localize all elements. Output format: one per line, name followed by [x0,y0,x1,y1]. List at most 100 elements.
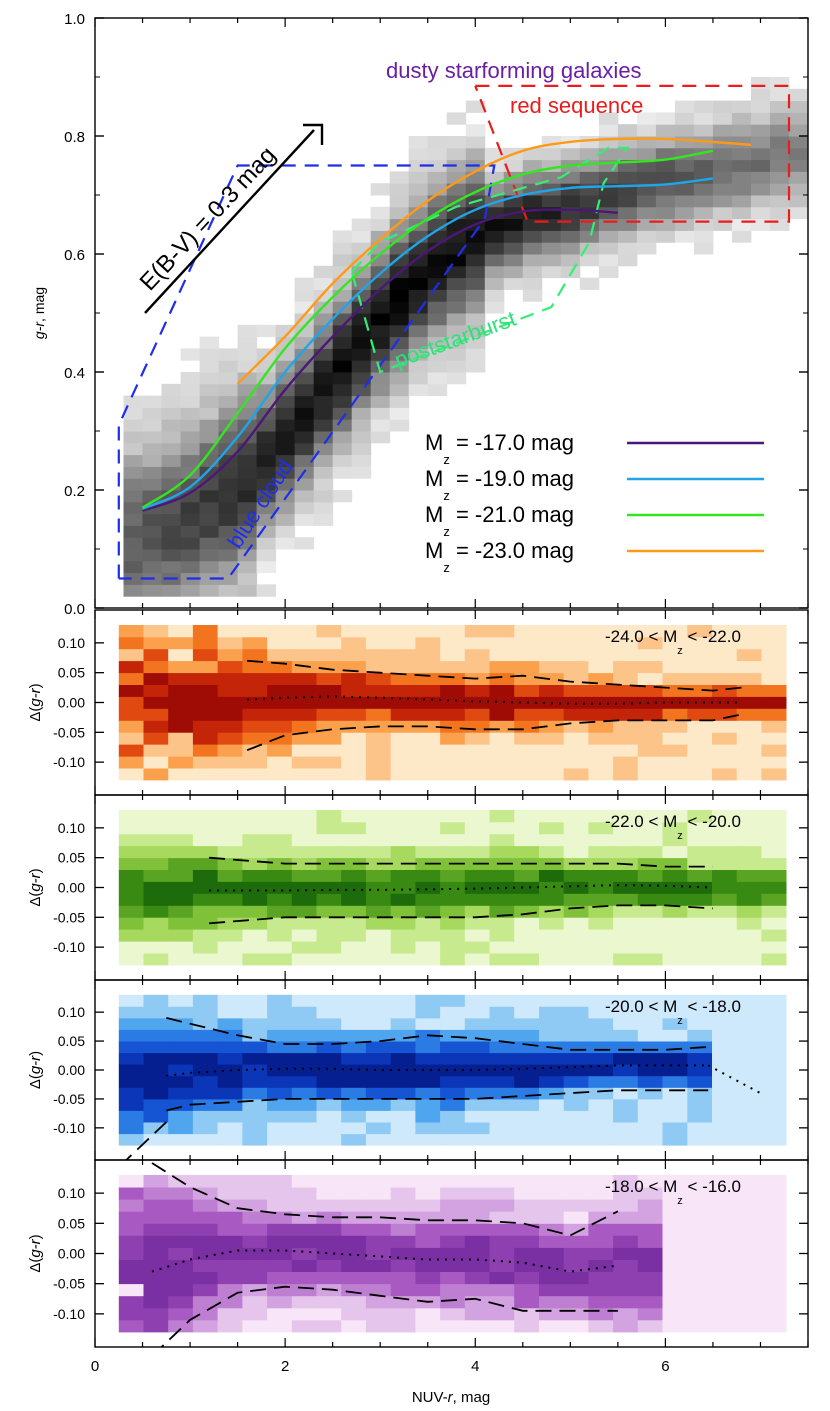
residual-bin [316,821,342,835]
residual-bin [118,660,144,674]
density-bin [294,277,315,290]
residual-bin [192,648,218,662]
residual-bin [637,1122,663,1135]
residual-bin [464,1052,490,1065]
residual-bin [267,672,293,685]
residual-bin [217,1223,243,1236]
residual-bin [588,1235,614,1248]
residual-bin [168,708,194,721]
residual-bin [267,905,293,918]
residual-bin [168,869,194,882]
residual-bin [440,905,466,918]
density-bin [218,395,239,408]
residual-bin [192,1029,218,1042]
density-bin [408,195,429,208]
density-bin [256,431,277,444]
residual-bin [365,1319,391,1333]
residual-bin [217,768,243,781]
residual-bin [267,732,293,745]
residual-bin [316,660,342,674]
residual-bin [440,941,466,954]
density-bin [579,147,600,161]
residual-bin [712,756,738,769]
density-bin [598,230,619,243]
residual-bin [440,756,466,769]
residual-bin [217,941,243,954]
residual-bin [563,1017,589,1030]
residual-bin [637,881,663,894]
residual-bin [662,1041,688,1054]
residual-bin [168,917,194,930]
residual-bin [118,732,144,745]
density-bin [256,490,277,503]
residual-bin [415,756,441,769]
poststarburst-region [350,146,630,374]
median-extension [707,1064,761,1095]
density-bin [294,407,315,420]
residual-bin [168,1319,194,1333]
residual-bin [415,648,441,662]
density-bin [294,419,315,432]
density-bin [541,230,562,243]
residual-bin [613,953,639,966]
residual-bin [118,1122,144,1135]
residual-bin [341,1211,367,1224]
density-bin [332,407,353,420]
density-bin [256,360,277,373]
residual-bin [415,1175,441,1188]
residual-bin [464,1087,490,1100]
residual-bin [712,1052,738,1065]
residual-bin [588,994,614,1007]
residual-bin [316,1029,342,1042]
residual-bin [563,636,589,650]
residual-bin [440,893,466,906]
residual-bin [736,821,762,835]
residual-bin [365,1175,391,1188]
density-bin [731,100,752,113]
residual-bin [118,1110,144,1123]
density-bin [617,242,638,255]
residual-bin [514,660,540,674]
residual-bin [143,1259,169,1272]
residual-bin [687,684,713,697]
residual-bin [712,1133,738,1146]
residual-bin [613,810,639,823]
residual-bin [192,1087,218,1100]
residual-bin [514,953,540,966]
residual-bin [637,636,663,650]
residual-panel-mid-bright: 0.100.050.00-0.05-0.10Δ(g-r)-22.0 < Mz <… [27,794,809,981]
density-bin [693,230,714,243]
residual-bin [464,1041,490,1054]
residual-bin [168,660,194,674]
residual-bin [736,881,762,894]
residual-bin [563,732,589,745]
density-bin [446,289,467,302]
residual-bin [365,1075,391,1088]
y-tick-label: -0.10 [53,754,85,770]
density-bin [313,466,334,479]
residual-bin [687,744,713,757]
residual-bin [168,857,194,870]
residual-bin [217,660,243,674]
density-bin [751,100,771,113]
residual-bin [217,636,243,650]
residual-bin [143,1199,169,1212]
residual-bin [192,1041,218,1054]
residual-bin [267,1041,293,1054]
density-bin [142,431,162,444]
residual-lines [209,856,713,925]
residual-bin [613,1075,639,1088]
median-line [209,884,713,892]
residual-bin [514,1235,540,1248]
residual-bin [168,1295,194,1309]
density-bin [712,183,733,196]
density-bin [484,242,505,255]
density-bin [674,124,695,137]
residual-bin [341,696,367,709]
residual-bin [316,917,342,930]
residual-bin [365,1064,391,1077]
residual-bin [242,1175,268,1188]
residual-bin [267,1006,293,1019]
residual-bin [489,1283,515,1297]
residual-bin [217,708,243,721]
